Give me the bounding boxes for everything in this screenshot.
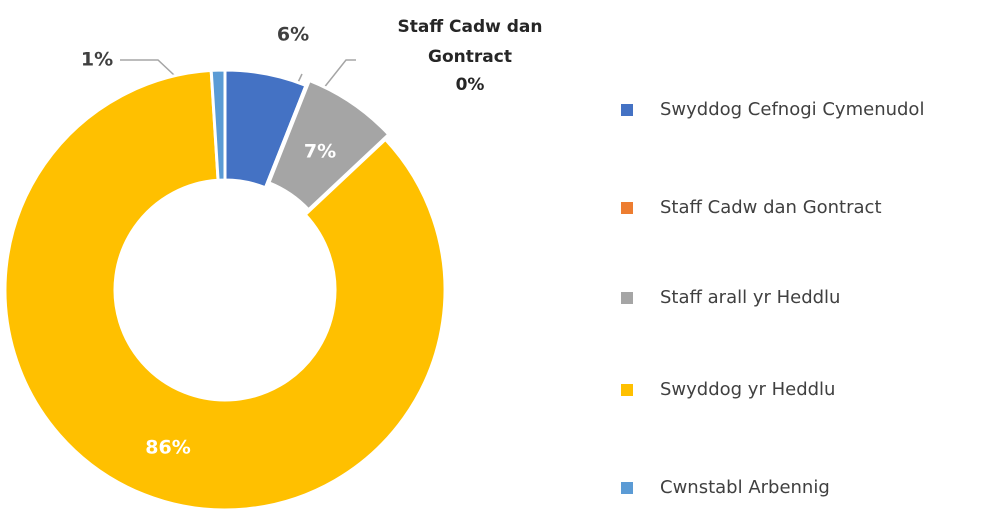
legend-label: Swyddog Cefnogi Cymenudol — [660, 99, 924, 120]
legend-swatch — [621, 292, 633, 304]
data-label: 86% — [145, 437, 190, 459]
slice — [3, 68, 447, 510]
slice — [209, 68, 227, 182]
legend-label: Swyddog yr Heddlu — [660, 379, 835, 400]
data-label: 0% — [455, 75, 485, 95]
data-label: 1% — [81, 49, 113, 71]
legend-swatch — [621, 384, 633, 396]
data-label: 7% — [304, 141, 336, 163]
legend-label: Staff Cadw dan Gontract — [660, 197, 882, 218]
slice — [266, 78, 391, 212]
category-label: Staff Cadw dan Gontract — [397, 17, 543, 67]
legend-label: Staff arall yr Heddlu — [660, 287, 840, 308]
legend-swatch — [621, 104, 633, 116]
legend-swatch — [621, 202, 633, 214]
legend-label: Cwnstabl Arbennig — [660, 477, 830, 498]
data-label: 6% — [277, 24, 309, 46]
legend-swatch — [621, 482, 633, 494]
